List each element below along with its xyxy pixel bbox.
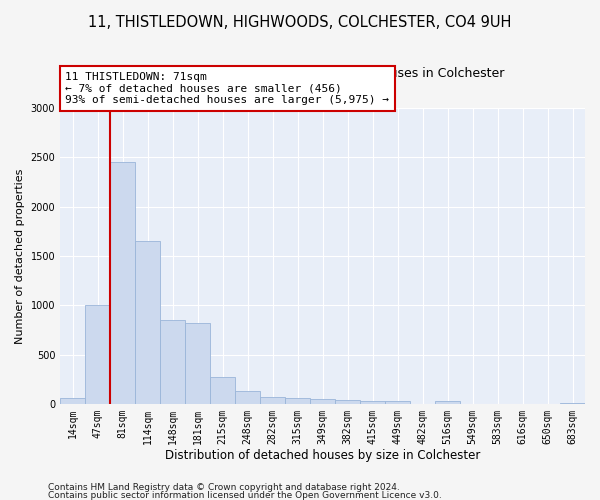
Bar — [185, 323, 210, 404]
Text: Contains HM Land Registry data © Crown copyright and database right 2024.: Contains HM Land Registry data © Crown c… — [48, 484, 400, 492]
Bar — [435, 401, 460, 404]
X-axis label: Distribution of detached houses by size in Colchester: Distribution of detached houses by size … — [165, 450, 480, 462]
Title: Size of property relative to detached houses in Colchester: Size of property relative to detached ho… — [140, 68, 505, 80]
Bar — [210, 377, 235, 404]
Bar — [310, 399, 335, 404]
Bar — [160, 320, 185, 404]
Bar — [260, 397, 285, 404]
Bar — [335, 400, 360, 404]
Text: 11 THISTLEDOWN: 71sqm
← 7% of detached houses are smaller (456)
93% of semi-deta: 11 THISTLEDOWN: 71sqm ← 7% of detached h… — [65, 72, 389, 105]
Bar — [135, 241, 160, 404]
Y-axis label: Number of detached properties: Number of detached properties — [15, 168, 25, 344]
Bar — [385, 402, 410, 404]
Bar — [235, 391, 260, 404]
Bar — [560, 403, 585, 404]
Bar — [360, 402, 385, 404]
Bar — [285, 398, 310, 404]
Bar — [85, 305, 110, 404]
Text: Contains public sector information licensed under the Open Government Licence v3: Contains public sector information licen… — [48, 490, 442, 500]
Bar — [60, 398, 85, 404]
Bar — [110, 162, 135, 404]
Text: 11, THISTLEDOWN, HIGHWOODS, COLCHESTER, CO4 9UH: 11, THISTLEDOWN, HIGHWOODS, COLCHESTER, … — [88, 15, 512, 30]
